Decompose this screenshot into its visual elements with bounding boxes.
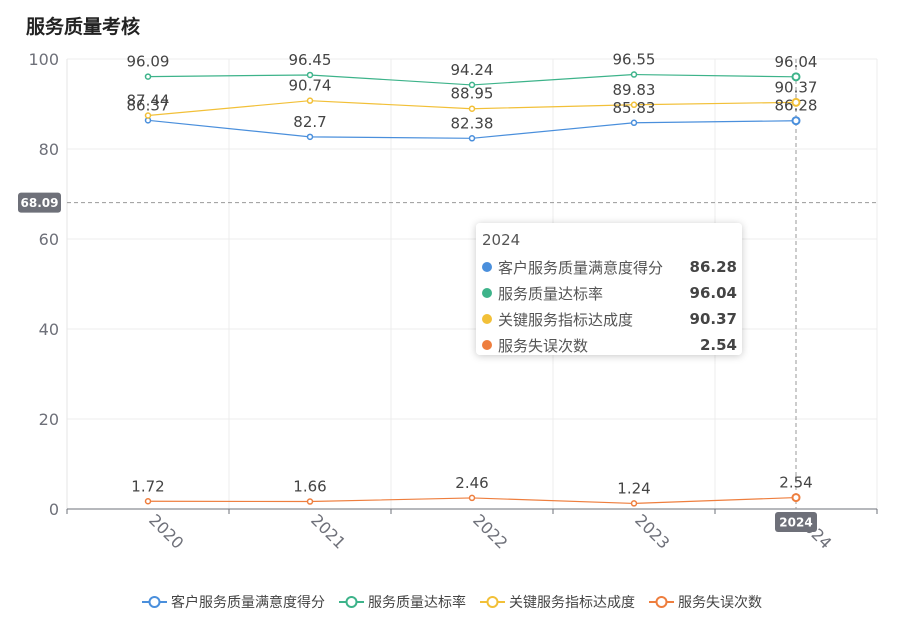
data-label: 87.44 xyxy=(127,92,170,110)
x-tick-label: 2020 xyxy=(145,510,187,552)
data-point xyxy=(468,135,476,142)
tooltip-row: 客户服务质量满意度得分 86.28 xyxy=(482,254,737,280)
y-tick-label: 0 xyxy=(49,500,59,519)
data-label: 2.54 xyxy=(779,474,812,492)
crosshair-y-label-bg xyxy=(18,192,61,213)
data-point xyxy=(144,73,152,80)
data-point xyxy=(468,105,476,112)
legend-item[interactable]: 服务质量达标率 xyxy=(339,592,466,612)
y-tick-label: 80 xyxy=(39,140,59,159)
y-tick-label: 60 xyxy=(39,230,59,249)
data-point xyxy=(306,97,314,104)
line-marker-icon xyxy=(142,596,167,608)
crosshair-x-label-bg xyxy=(775,512,817,532)
legend-item[interactable]: 客户服务质量满意度得分 xyxy=(142,592,325,612)
data-point xyxy=(791,72,801,82)
y-tick-label: 100 xyxy=(28,50,59,69)
x-tick-label: 2021 xyxy=(307,510,349,552)
legend: 客户服务质量满意度得分 服务质量达标率 关键服务指标达成度 服务失误次数 xyxy=(0,592,904,612)
data-point xyxy=(144,498,152,505)
data-label: 1.66 xyxy=(293,478,326,496)
chart-title: 服务质量考核 xyxy=(26,16,141,38)
data-label: 94.24 xyxy=(451,61,494,79)
data-label: 88.95 xyxy=(451,85,494,103)
series-dot-icon xyxy=(482,340,492,350)
data-label: 90.37 xyxy=(775,78,818,96)
data-label: 90.74 xyxy=(289,77,332,95)
tooltip: 2024 客户服务质量满意度得分 86.28 服务质量达标率 96.04 关键服… xyxy=(476,223,742,355)
tooltip-row: 关键服务指标达成度 90.37 xyxy=(482,306,737,332)
data-point xyxy=(306,71,314,79)
data-label: 96.04 xyxy=(775,53,818,71)
data-point xyxy=(791,493,801,503)
data-label: 96.09 xyxy=(127,53,170,71)
line-marker-icon xyxy=(649,596,674,608)
line-marker-icon xyxy=(339,596,364,608)
series-dot-icon xyxy=(482,288,492,298)
tooltip-series-value: 96.04 xyxy=(689,284,737,302)
tooltip-series-value: 2.54 xyxy=(699,336,737,354)
data-point xyxy=(468,494,476,502)
tooltip-series-name: 服务失误次数 xyxy=(498,336,589,355)
crosshair-x-label: 2024 xyxy=(779,516,812,530)
legend-label: 服务失误次数 xyxy=(678,595,762,611)
data-point xyxy=(306,133,314,141)
tooltip-series-value: 86.28 xyxy=(689,258,737,276)
legend-item[interactable]: 服务失误次数 xyxy=(649,592,762,612)
crosshair-y-label: 68.09 xyxy=(21,196,59,210)
tooltip-series-name: 关键服务指标达成度 xyxy=(498,310,634,329)
y-tick-label: 20 xyxy=(39,410,59,429)
data-point xyxy=(306,498,314,505)
data-label: 1.24 xyxy=(617,479,650,497)
data-label: 1.72 xyxy=(131,477,164,495)
data-label: 2.46 xyxy=(455,474,488,492)
data-point xyxy=(144,112,152,119)
tooltip-row: 服务失误次数 2.54 xyxy=(482,332,737,358)
data-label: 96.55 xyxy=(613,51,656,69)
series-dot-icon xyxy=(482,314,492,324)
data-point xyxy=(630,71,638,78)
series-dot-icon xyxy=(482,262,492,272)
tooltip-title: 2024 xyxy=(482,231,521,249)
y-tick-label: 40 xyxy=(39,320,59,339)
legend-label: 关键服务指标达成度 xyxy=(509,595,635,611)
data-label: 82.38 xyxy=(451,114,494,132)
data-point xyxy=(791,116,801,126)
tooltip-series-name: 服务质量达标率 xyxy=(498,284,604,303)
data-point xyxy=(791,97,801,107)
legend-item[interactable]: 关键服务指标达成度 xyxy=(480,592,635,612)
line-marker-icon xyxy=(480,596,505,608)
data-label: 86.37 xyxy=(127,96,170,114)
data-point xyxy=(630,119,638,127)
data-label: 82.7 xyxy=(293,113,326,131)
data-label: 89.83 xyxy=(613,81,656,99)
data-point xyxy=(630,500,638,507)
data-point xyxy=(468,81,476,89)
legend-label: 客户服务质量满意度得分 xyxy=(171,595,325,611)
data-point xyxy=(630,101,638,109)
x-tick-label: 2023 xyxy=(631,510,673,552)
tooltip-series-value: 90.37 xyxy=(689,310,737,328)
x-tick-label: 2022 xyxy=(469,510,511,552)
tooltip-series-name: 客户服务质量满意度得分 xyxy=(498,258,664,277)
data-label: 96.45 xyxy=(289,51,332,69)
legend-label: 服务质量达标率 xyxy=(368,595,466,611)
tooltip-row: 服务质量达标率 96.04 xyxy=(482,280,737,306)
